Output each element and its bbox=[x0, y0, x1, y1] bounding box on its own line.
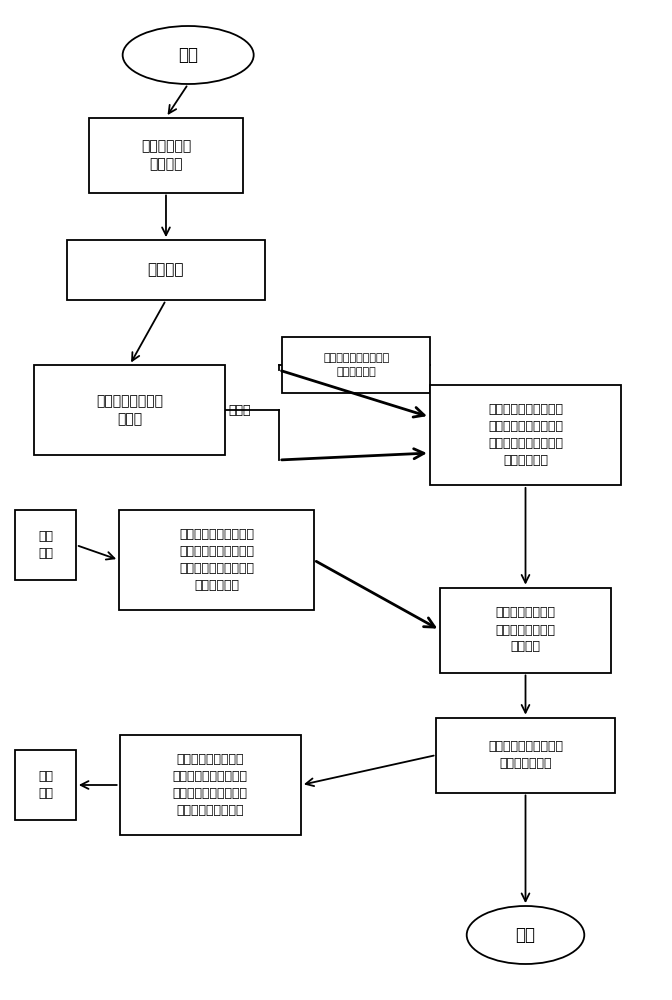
Text: 测试
结束: 测试 结束 bbox=[38, 770, 53, 800]
Text: 根据水分和弹性的归一
化值得到计算值: 根据水分和弹性的归一 化值得到计算值 bbox=[488, 740, 563, 770]
FancyBboxPatch shape bbox=[430, 385, 622, 485]
Text: 测试
开始: 测试 开始 bbox=[38, 530, 53, 560]
FancyBboxPatch shape bbox=[440, 587, 612, 672]
Text: 确定光泽度计算值的归
一化值所属区间以及区
间内光泽度、水分、弹
性的转化模型: 确定光泽度计算值的归 一化值所属区间以及区 间内光泽度、水分、弹 性的转化模型 bbox=[488, 403, 563, 467]
Text: 通过计算剩余样本水
分、弹性计算值与真实
测量值直接的误差来测
量计算模型的可靠性: 通过计算剩余样本水 分、弹性计算值与真实 测量值直接的误差来测 量计算模型的可靠… bbox=[173, 753, 248, 817]
Text: 人脸面部皮肤
数字图像: 人脸面部皮肤 数字图像 bbox=[141, 139, 191, 171]
FancyBboxPatch shape bbox=[89, 117, 243, 192]
FancyBboxPatch shape bbox=[15, 510, 76, 580]
Text: 根据所述的转化模
型获得水分、弹性
归一化值: 根据所述的转化模 型获得水分、弹性 归一化值 bbox=[495, 606, 556, 654]
FancyBboxPatch shape bbox=[437, 718, 614, 792]
Text: 开始: 开始 bbox=[178, 46, 198, 64]
Text: 结束: 结束 bbox=[515, 926, 536, 944]
FancyBboxPatch shape bbox=[67, 240, 265, 300]
Text: 光泽度计算值的归
一化值: 光泽度计算值的归 一化值 bbox=[96, 394, 163, 426]
FancyBboxPatch shape bbox=[34, 365, 226, 455]
Text: 反射图像: 反射图像 bbox=[148, 262, 184, 277]
Text: 将剩余样本图像通过数
字图像处理技术获得的
光泽度计算值的归一化
值作为输入值: 将剩余样本图像通过数 字图像处理技术获得的 光泽度计算值的归一化 值作为输入值 bbox=[179, 528, 254, 592]
Text: 光泽度真实测量值的归
一化值的阈值: 光泽度真实测量值的归 一化值的阈值 bbox=[323, 353, 389, 377]
Ellipse shape bbox=[466, 906, 584, 964]
Text: 归一化: 归一化 bbox=[228, 403, 251, 416]
FancyBboxPatch shape bbox=[282, 337, 430, 392]
FancyBboxPatch shape bbox=[120, 735, 301, 835]
FancyBboxPatch shape bbox=[119, 510, 314, 610]
Ellipse shape bbox=[123, 26, 254, 84]
FancyBboxPatch shape bbox=[15, 750, 76, 820]
